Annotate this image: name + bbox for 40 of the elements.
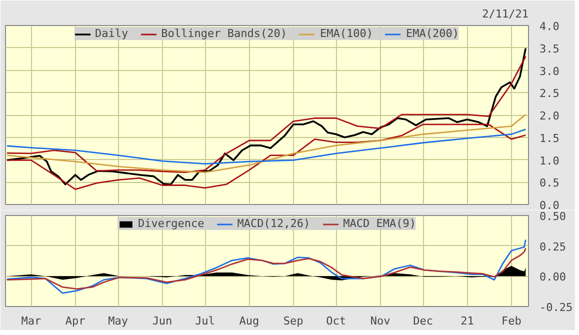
y-tick-label: 0.0 <box>540 199 560 212</box>
x-tick-label: 21 <box>460 314 474 328</box>
y-tick-label: 1.0 <box>540 154 560 168</box>
y-tick-label: 4.0 <box>540 20 560 33</box>
y-tick-label: 1.5 <box>540 132 560 145</box>
y-tick-label: 3.0 <box>540 64 560 78</box>
legend-label: MACD EMA(9) <box>343 217 416 230</box>
y-tick-label: -0.25 <box>540 301 573 314</box>
legend-label: Divergence <box>138 217 204 230</box>
x-tick-label: Dec <box>413 314 433 328</box>
x-tick-label: May <box>108 314 128 328</box>
legend-label: Daily <box>95 27 128 40</box>
line-series <box>6 124 526 190</box>
x-tick-label: Sep <box>283 314 304 328</box>
x-tick-label: Oct <box>326 314 346 328</box>
x-tick-label: Nov <box>370 314 391 328</box>
legend-label: MACD(12,26) <box>237 217 310 230</box>
y-tick-label: 0.50 <box>540 210 566 223</box>
y-tick-label: 0.5 <box>540 176 560 190</box>
y-tick-label: 2.5 <box>540 87 560 100</box>
x-tick-label: Jul <box>195 314 215 328</box>
y-tick-label: 0.00 <box>540 270 566 284</box>
legend-label: EMA(100) <box>320 27 373 40</box>
x-tick-label: Apr <box>65 314 86 328</box>
legend-label: Bollinger Bands(20) <box>161 27 287 40</box>
x-tick-label: Jun <box>152 314 172 328</box>
line-series <box>6 128 526 164</box>
y-tick-label: 2.0 <box>540 110 560 122</box>
x-tick-label: Feb <box>501 314 522 328</box>
line-series <box>6 56 526 173</box>
x-tick-label: Mar <box>21 314 42 328</box>
x-tick-label: Aug <box>239 314 260 328</box>
legend-label: EMA(200) <box>406 27 459 40</box>
line-series <box>6 114 526 173</box>
y-tick-label: 0.25 <box>540 240 566 254</box>
line-series <box>6 47 527 186</box>
y-tick-label: 3.5 <box>540 42 560 56</box>
line-series <box>6 248 526 290</box>
text: 2/11/21 <box>482 8 528 20</box>
line-series <box>6 239 526 294</box>
